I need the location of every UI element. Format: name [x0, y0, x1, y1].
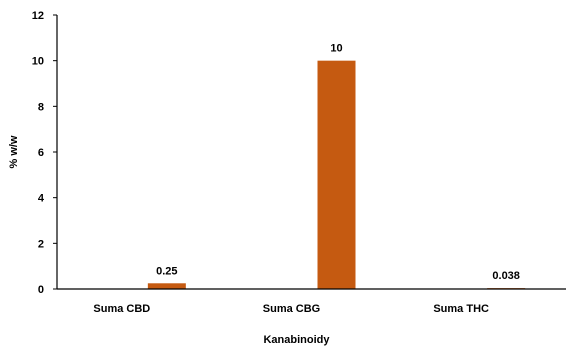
data-label: 0.25: [156, 265, 177, 277]
data-label: 10: [330, 43, 342, 55]
category-label: Suma THC: [433, 303, 489, 315]
y-tick-label: 0: [38, 284, 44, 296]
y-tick-label: 6: [38, 147, 44, 159]
y-tick-label: 12: [32, 10, 44, 22]
category-label: Suma CBD: [93, 303, 150, 315]
y-tick-label: 2: [38, 238, 44, 250]
x-axis-title: Kanabinoidy: [263, 334, 330, 346]
data-labels: 0.25 10 0.038: [156, 43, 520, 282]
x-axis-categories: Suma CBD Suma CBG Suma THC: [93, 303, 489, 315]
category-label: Suma CBG: [263, 303, 320, 315]
y-axis-ticks: 0 2 4 6 8 10 12: [32, 10, 57, 296]
y-tick-label: 8: [38, 101, 44, 113]
y-tick-label: 10: [32, 56, 44, 68]
y-axis-title: % w/w: [8, 135, 20, 168]
bars: [147, 60, 526, 289]
y-tick-label: 4: [38, 193, 45, 205]
bar: [147, 283, 186, 289]
data-label: 0.038: [492, 270, 520, 282]
bar: [317, 60, 356, 289]
